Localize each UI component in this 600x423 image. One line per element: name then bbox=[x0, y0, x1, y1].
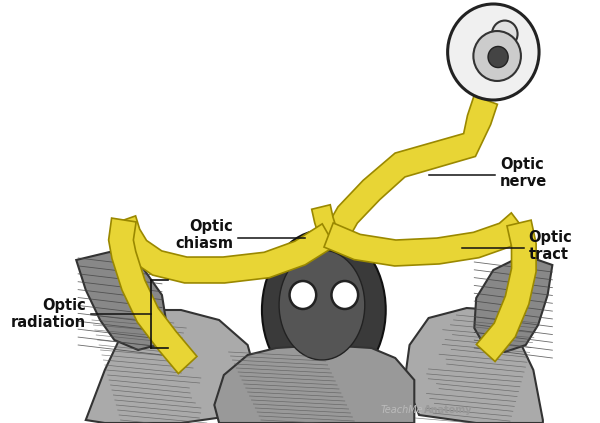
Circle shape bbox=[473, 31, 521, 81]
Polygon shape bbox=[109, 218, 197, 374]
Text: Optic
nerve: Optic nerve bbox=[500, 157, 547, 189]
Text: Optic
tract: Optic tract bbox=[529, 230, 572, 262]
Text: Anatomy: Anatomy bbox=[424, 405, 472, 415]
Polygon shape bbox=[476, 220, 536, 362]
Circle shape bbox=[488, 47, 508, 68]
Polygon shape bbox=[214, 345, 415, 423]
Circle shape bbox=[448, 4, 539, 100]
Circle shape bbox=[492, 21, 518, 47]
Ellipse shape bbox=[262, 230, 386, 390]
Polygon shape bbox=[405, 308, 543, 423]
Circle shape bbox=[331, 281, 358, 309]
Polygon shape bbox=[112, 216, 335, 283]
Polygon shape bbox=[76, 252, 167, 350]
Polygon shape bbox=[324, 213, 527, 266]
Circle shape bbox=[290, 281, 316, 309]
Text: TeachMe: TeachMe bbox=[381, 405, 424, 415]
Polygon shape bbox=[323, 96, 497, 247]
Text: Optic
radiation: Optic radiation bbox=[11, 298, 86, 330]
Ellipse shape bbox=[279, 250, 365, 360]
Polygon shape bbox=[86, 310, 257, 423]
Text: Optic
chiasm: Optic chiasm bbox=[175, 219, 233, 251]
Polygon shape bbox=[311, 205, 338, 238]
Polygon shape bbox=[474, 255, 553, 352]
